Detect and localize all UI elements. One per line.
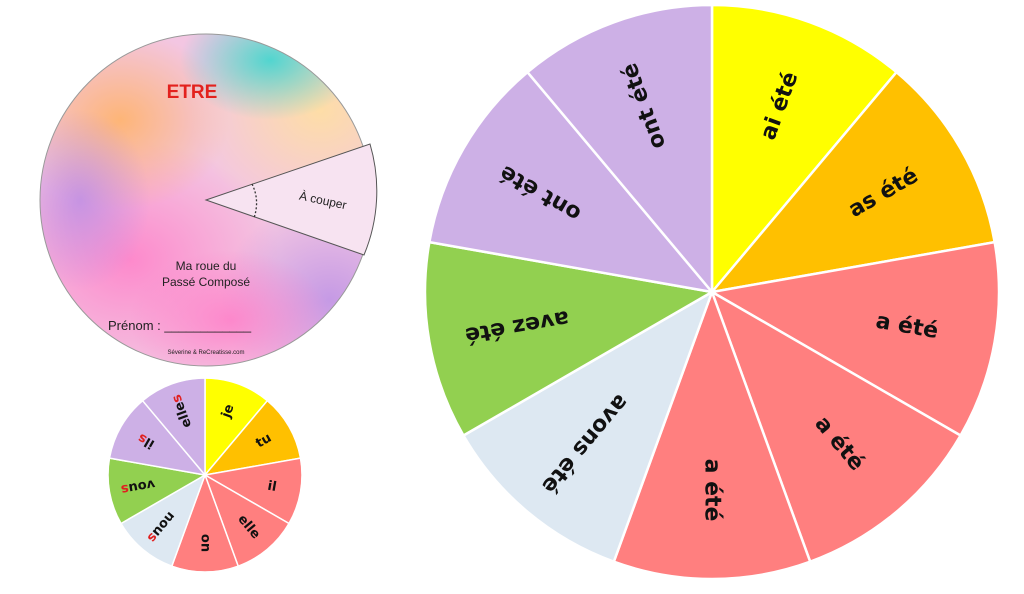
pronoun-wheel-label: tu: [253, 431, 274, 452]
cut-out-wedge: [204, 143, 378, 256]
pronoun-wheel-label: il: [266, 479, 277, 495]
name-field-label: Prénom : ____________: [108, 318, 252, 333]
verb-wheel-label: a été: [700, 459, 725, 522]
verb-wheel-rim: [424, 4, 1000, 580]
pronoun-wheel-label: je: [219, 402, 238, 421]
pronoun-wheel-label: vous: [120, 476, 157, 497]
pronoun-wheel-rim: [107, 377, 303, 573]
pronoun-wheel-label: on: [198, 534, 213, 552]
cut-line: [251, 183, 258, 219]
credit-text: Séverine & ReCreatisse.com: [167, 350, 244, 356]
cover-disc: À couper ETRE Ma roue du Passé Composé P…: [39, 33, 378, 367]
wheel-name-line1: Ma roue du: [176, 259, 237, 273]
wheel-name-line2: Passé Composé: [162, 275, 250, 289]
cover-title: ETRE: [167, 82, 218, 103]
